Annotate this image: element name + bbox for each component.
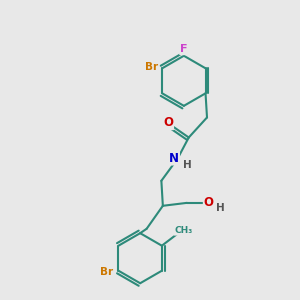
Text: H: H xyxy=(183,160,191,170)
Text: H: H xyxy=(216,203,224,213)
Text: Br: Br xyxy=(100,267,113,277)
Text: N: N xyxy=(169,152,179,165)
Text: O: O xyxy=(204,196,214,209)
Text: Br: Br xyxy=(145,62,158,72)
Text: O: O xyxy=(163,116,173,129)
Text: F: F xyxy=(180,44,188,54)
Text: CH₃: CH₃ xyxy=(174,226,193,235)
